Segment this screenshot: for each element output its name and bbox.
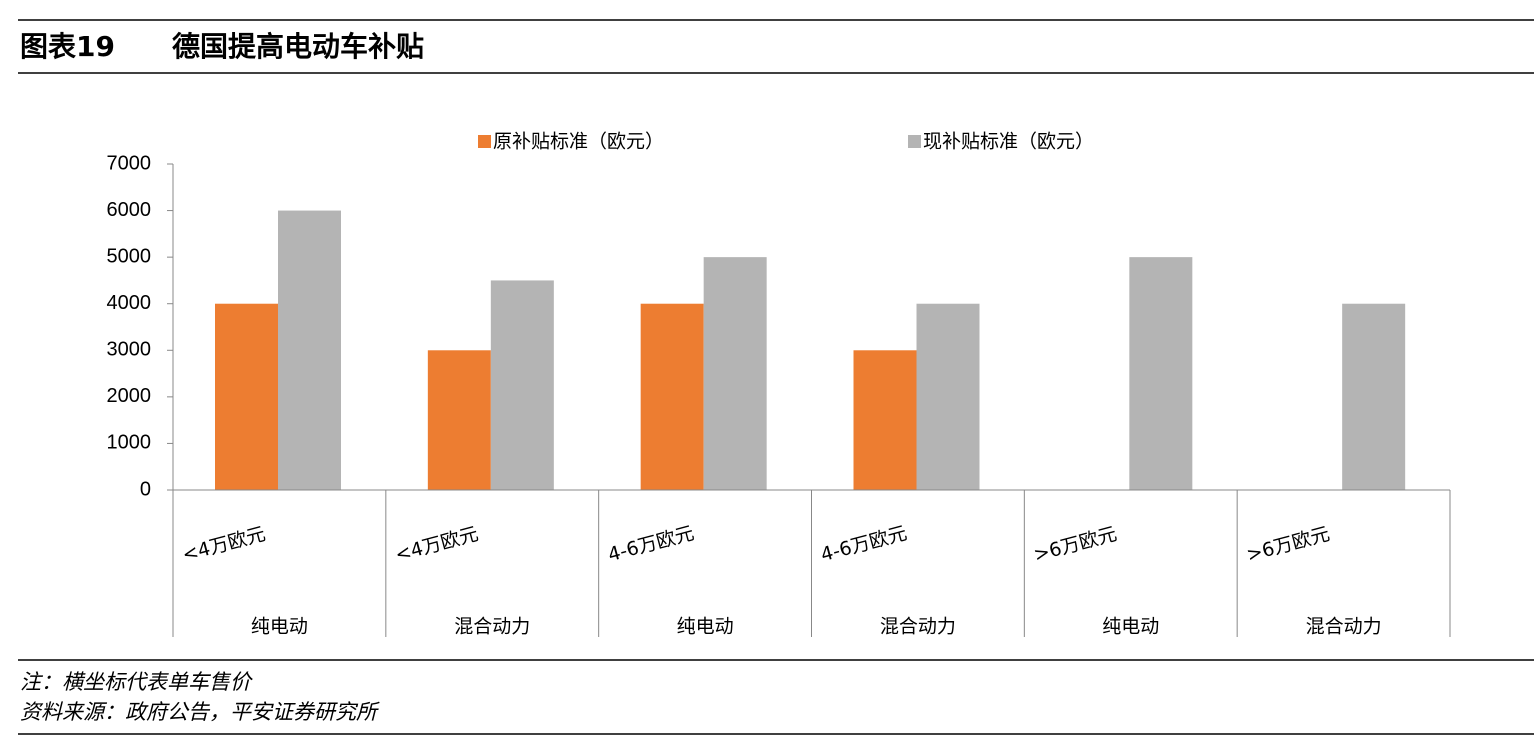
x-group-label: 混合动力 [1306, 616, 1382, 638]
x-group-label: 纯电动 [251, 616, 308, 638]
legend-swatch [908, 135, 921, 148]
figure-title: 德国提高电动车补贴 [172, 30, 424, 63]
figure-label: 图表19 [20, 30, 115, 63]
legend-swatch [478, 135, 491, 148]
note: 注：横坐标代表单车售价 [20, 670, 253, 694]
bar [215, 303, 278, 490]
bar [427, 350, 491, 490]
y-tick-label: 0 [140, 478, 151, 500]
x-tick-label: >6万欧元 [1244, 523, 1332, 566]
y-tick-label: 6000 [107, 199, 152, 221]
source: 资料来源：政府公告，平安证券研究所 [20, 700, 380, 724]
x-tick-label: <4万欧元 [393, 523, 481, 566]
bar [1342, 303, 1406, 490]
bar [640, 303, 704, 490]
y-tick-label: 4000 [107, 292, 152, 314]
x-group-label: 纯电动 [1102, 616, 1159, 638]
x-tick-label: <4万欧元 [180, 523, 268, 566]
y-tick-label: 3000 [107, 339, 152, 361]
bar [916, 303, 980, 490]
x-tick-label: 4-6万欧元 [606, 522, 697, 566]
bar [278, 210, 341, 491]
x-tick-label: 4-6万欧元 [819, 522, 910, 566]
y-tick-label: 1000 [107, 432, 152, 454]
bar [490, 280, 554, 490]
x-group-label: 纯电动 [677, 616, 734, 638]
y-tick-label: 5000 [107, 245, 152, 267]
bar [703, 257, 767, 490]
x-group-label: 混合动力 [454, 616, 530, 638]
y-tick-label: 2000 [107, 385, 152, 407]
y-tick-label: 7000 [107, 152, 152, 174]
x-group-label: 混合动力 [880, 616, 956, 638]
legend-label: 原补贴标准（欧元） [493, 131, 664, 153]
bar [1129, 257, 1193, 490]
x-tick-label: >6万欧元 [1031, 523, 1119, 566]
bar [853, 350, 917, 490]
legend-label: 现补贴标准（欧元） [923, 131, 1094, 153]
